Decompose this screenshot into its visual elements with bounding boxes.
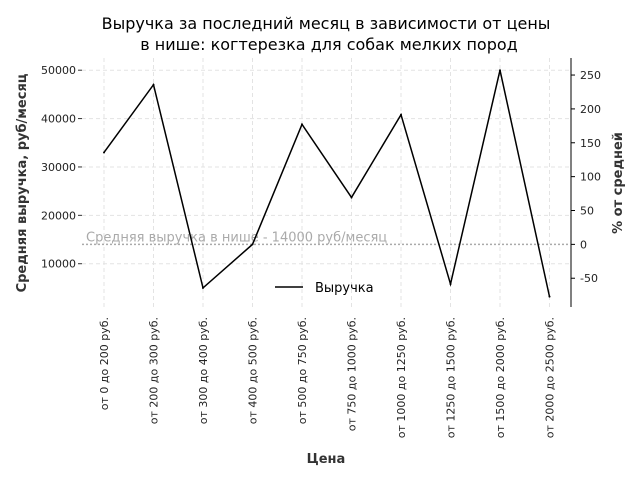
y-tick-label: 30000 bbox=[41, 161, 76, 174]
y2-tick-label: 200 bbox=[580, 103, 601, 116]
data-point bbox=[251, 243, 254, 246]
data-point bbox=[400, 113, 402, 116]
legend-label: Выручка bbox=[315, 281, 374, 296]
data-point bbox=[103, 151, 105, 154]
series-line bbox=[103, 70, 551, 297]
x-tick-label: от 1500 до 2000 руб. bbox=[494, 317, 507, 438]
x-tick-label: от 500 до 750 руб. bbox=[296, 317, 309, 424]
data-point bbox=[152, 83, 155, 86]
data-point bbox=[499, 69, 501, 72]
data-point bbox=[548, 295, 551, 298]
axes: 10000 20000 30000 40000 50000 от 0 до 200 руб… bbox=[41, 58, 601, 438]
y2-tick-label: 0 bbox=[580, 238, 587, 251]
y-tick-label: 40000 bbox=[41, 113, 76, 126]
x-tick-label: от 300 до 400 руб. bbox=[197, 317, 210, 424]
y2-tick-label: 150 bbox=[580, 137, 601, 150]
chart-title-line1: Выручка за последний месяц в зависимости… bbox=[102, 14, 551, 33]
y-axis-label: Средняя выручка, руб/месяц bbox=[15, 73, 30, 292]
x-tick-label: от 750 до 1000 руб. bbox=[346, 317, 359, 431]
x-tick-label: от 1250 до 1500 руб. bbox=[445, 317, 458, 438]
grid bbox=[82, 58, 570, 307]
data-point bbox=[350, 196, 353, 199]
y2-tick-label: 100 bbox=[580, 171, 601, 184]
x-tick-label: от 0 до 200 руб. bbox=[98, 317, 111, 410]
x-tick-label: от 200 до 300 руб. bbox=[148, 317, 161, 424]
legend: Выручка bbox=[275, 281, 374, 296]
y-tick-label: 50000 bbox=[41, 64, 76, 77]
y2-tick-label: -50 bbox=[580, 272, 598, 285]
average-layer: Средняя выручка в нише - 14000 руб/месяц bbox=[82, 230, 570, 245]
series-layer bbox=[103, 69, 551, 298]
y2-tick-label: 50 bbox=[580, 205, 594, 218]
y-tick-label: 20000 bbox=[41, 209, 76, 222]
chart-title-line2: в нише: когтерезка для собак мелких поро… bbox=[140, 35, 517, 54]
y2-axis-label: % от средней bbox=[611, 132, 626, 234]
y2-tick-label: 250 bbox=[580, 69, 601, 82]
data-point bbox=[202, 286, 204, 289]
average-label: Средняя выручка в нише - 14000 руб/месяц bbox=[86, 230, 387, 245]
x-tick-label: от 1000 до 1250 руб. bbox=[395, 317, 408, 438]
data-point bbox=[301, 123, 303, 126]
data-point bbox=[449, 283, 452, 286]
x-axis-label: Цена bbox=[307, 452, 346, 467]
x-tick-label: от 400 до 500 руб. bbox=[247, 317, 260, 424]
y-tick-label: 10000 bbox=[41, 258, 76, 271]
x-tick-label: от 2000 до 2500 руб. bbox=[544, 317, 557, 438]
